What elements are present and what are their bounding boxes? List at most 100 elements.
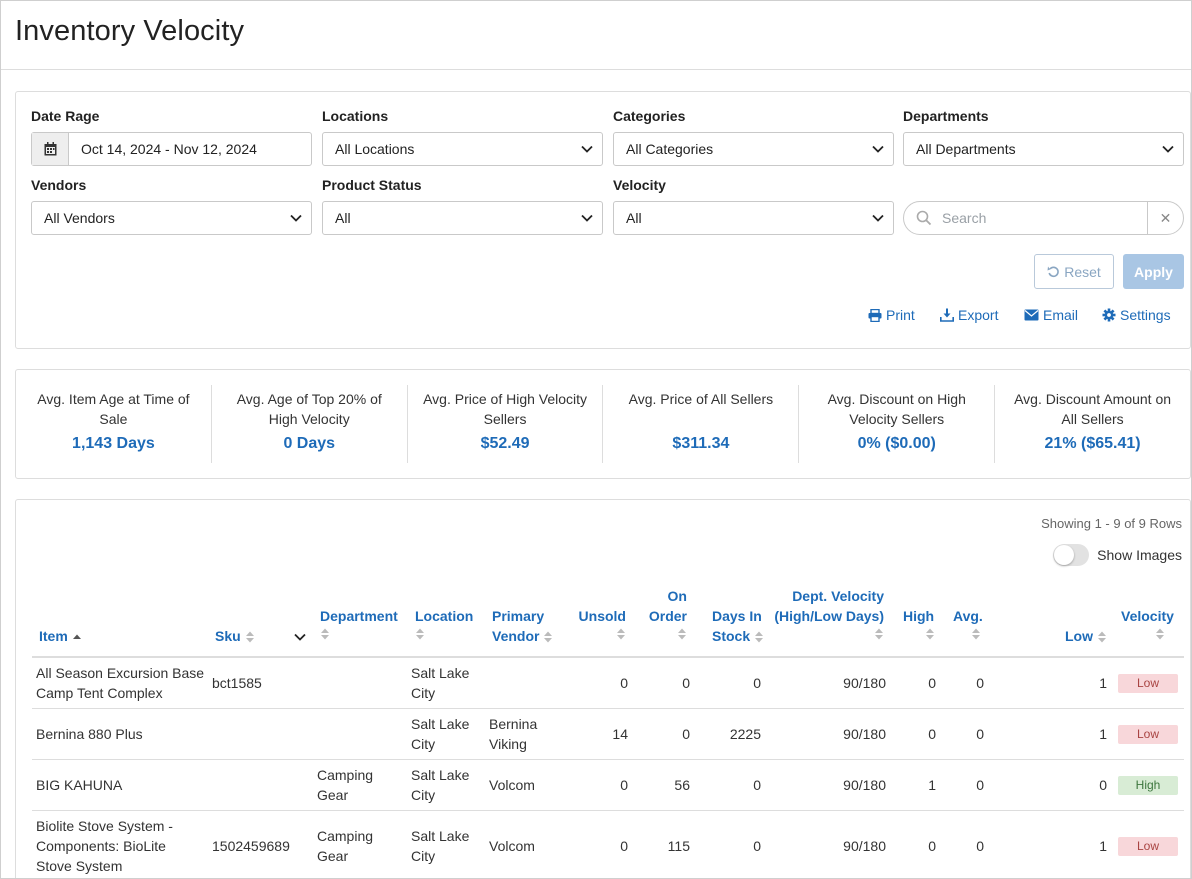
vendors-value: All Vendors [44, 210, 115, 226]
sort-icon [875, 628, 883, 640]
col-label: Stock [712, 628, 751, 644]
stat-avg-item-age: Avg. Item Age at Time of Sale 1,143 Days [16, 385, 212, 463]
cell-days-in-stock: 2225 [729, 726, 761, 742]
cell-on-order: 115 [667, 838, 690, 854]
filters-panel: Date Rage Oct 14, 2024 - Nov 12, 2024 Lo… [15, 91, 1191, 349]
gear-icon [1102, 308, 1116, 322]
clear-search-icon[interactable]: ✕ [1147, 202, 1183, 234]
reset-button[interactable]: Reset [1034, 254, 1114, 289]
cell-days-in-stock: 0 [753, 838, 761, 854]
product-status-label: Product Status [322, 177, 422, 193]
stat-value: 21% ($65.41) [1044, 435, 1141, 452]
cell-vendor: Bernina Viking [489, 716, 538, 752]
cell-department: Camping Gear [317, 828, 374, 864]
chevron-down-icon[interactable] [293, 630, 307, 644]
departments-value: All Departments [916, 141, 1016, 157]
col-unsold[interactable]: Unsold [576, 606, 626, 646]
cell-unsold: 0 [620, 675, 628, 691]
velocity-label: Velocity [613, 177, 666, 193]
col-primary-vendor[interactable]: Primary Vendor [492, 606, 553, 646]
export-button[interactable]: Export [940, 306, 998, 324]
col-label: Avg. [953, 608, 983, 624]
table-row[interactable]: Biolite Stove System - Components: BioLit… [32, 811, 1184, 878]
departments-select[interactable]: All Departments [903, 132, 1184, 166]
toggle-switch[interactable] [1053, 544, 1090, 566]
locations-value: All Locations [335, 141, 415, 157]
cell-location: Salt Lake City [411, 828, 470, 864]
row-count: Showing 1 - 9 of 9 Rows [1041, 516, 1182, 531]
cell-low: 1 [1099, 726, 1107, 742]
table-row[interactable]: All Season Excursion Base Camp Tent Compl… [32, 658, 1184, 709]
cell-item: Biolite Stove System - Components: BioLit… [36, 818, 173, 874]
calendar-icon[interactable] [32, 133, 69, 165]
categories-value: All Categories [626, 141, 714, 157]
reset-label: Reset [1064, 263, 1101, 280]
col-label: Primary [492, 608, 545, 624]
apply-button[interactable]: Apply [1123, 254, 1184, 289]
table-row[interactable]: Bernina 880 Plus Salt Lake City Bernina Vi… [32, 709, 1184, 760]
sort-icon [617, 628, 625, 640]
search-input[interactable]: Search ✕ [903, 201, 1184, 235]
velocity-badge: Low [1118, 725, 1178, 744]
settings-button[interactable]: Settings [1102, 306, 1171, 324]
cell-avg: 0 [976, 838, 984, 854]
cell-high: 1 [928, 777, 936, 793]
stat-avg-age-top-20: Avg. Age of Top 20% of High Velocity 0 D… [212, 385, 408, 463]
cell-item: Bernina 880 Plus [36, 726, 143, 742]
col-avg[interactable]: Avg. [953, 606, 983, 646]
col-department[interactable]: Department [320, 606, 398, 646]
stat-value: $52.49 [480, 435, 530, 452]
cell-unsold: 0 [620, 777, 628, 793]
chevron-down-icon [290, 214, 302, 222]
col-label: (High/Low Days) [774, 608, 884, 624]
sort-icon [245, 631, 254, 643]
col-dept-velocity[interactable]: Dept. Velocity (High/Low Days) [771, 586, 884, 646]
product-status-value: All [335, 210, 351, 226]
cell-sku: bct1585 [212, 675, 262, 691]
page-title: Inventory Velocity [15, 15, 245, 47]
email-button[interactable]: Email [1024, 306, 1078, 324]
categories-select[interactable]: All Categories [613, 132, 894, 166]
stat-label: Avg. Price of High Velocity Sellers [423, 391, 588, 427]
search-icon [916, 210, 932, 226]
col-on-order[interactable]: On Order [641, 586, 687, 646]
sort-icon [1098, 631, 1106, 643]
cell-dept-velocity: 90/180 [843, 777, 886, 793]
envelope-icon [1024, 309, 1039, 321]
velocity-select[interactable]: All [613, 201, 894, 235]
sort-asc-icon [72, 634, 81, 640]
cell-avg: 0 [976, 675, 984, 691]
sort-icon [1156, 628, 1164, 640]
col-location[interactable]: Location [415, 606, 473, 646]
cell-high: 0 [928, 726, 936, 742]
cell-low: 1 [1099, 838, 1107, 854]
locations-select[interactable]: All Locations [322, 132, 603, 166]
table-row[interactable]: BIG KAHUNA Camping Gear Salt Lake City Vol… [32, 760, 1184, 811]
chevron-down-icon [872, 145, 884, 153]
col-low[interactable]: Low [1065, 626, 1107, 646]
show-images-label: Show Images [1097, 547, 1182, 563]
print-label: Print [886, 307, 915, 323]
export-label: Export [958, 307, 999, 323]
product-status-select[interactable]: All [322, 201, 603, 235]
col-sku[interactable]: Sku [215, 626, 255, 646]
col-high[interactable]: High [903, 606, 935, 646]
cell-location: Salt Lake City [411, 767, 470, 803]
cell-location: Salt Lake City [411, 716, 470, 752]
col-item[interactable]: Item [39, 626, 82, 646]
date-range-picker[interactable]: Oct 14, 2024 - Nov 12, 2024 [31, 132, 312, 166]
print-button[interactable]: Print [868, 306, 915, 324]
chevron-down-icon [872, 214, 884, 222]
col-velocity[interactable]: Velocity [1121, 606, 1174, 646]
search-placeholder: Search [942, 210, 987, 226]
stat-label: Avg. Item Age at Time of Sale [37, 391, 190, 427]
col-label: Item [39, 628, 68, 644]
col-days-in-stock[interactable]: Days In Stock [712, 606, 764, 646]
sort-icon [678, 628, 686, 640]
chevron-down-icon [581, 145, 593, 153]
vendors-select[interactable]: All Vendors [31, 201, 312, 235]
show-images-toggle[interactable]: Show Images [1053, 544, 1182, 566]
velocity-value: All [626, 210, 642, 226]
cell-vendor: Volcom [489, 777, 535, 793]
